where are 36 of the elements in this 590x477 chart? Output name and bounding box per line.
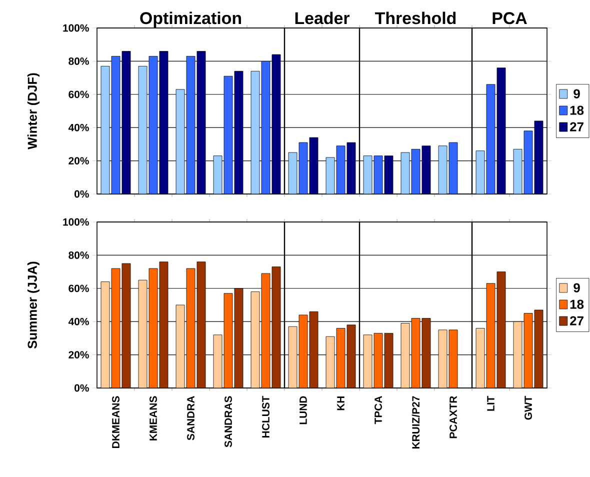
x-tick-label: TPCA	[374, 396, 382, 424]
legend-label: 18	[570, 106, 584, 115]
y-axis-title: Winter (DJF)	[27, 73, 40, 150]
legend-label: 27	[570, 316, 584, 326]
y-tick-label: 0%	[74, 384, 89, 392]
y-tick-label: 80%	[68, 57, 89, 65]
text: Threshold	[375, 12, 456, 24]
x-tick-label: KRUIZ/P27	[412, 396, 420, 449]
text: Optimization	[140, 12, 241, 28]
y-axis-title: Summer (JJA)	[27, 262, 40, 349]
x-tick-label: DKMEANS	[112, 396, 120, 448]
x-tick-label: PCAXTR	[450, 396, 457, 438]
x-tick-label: GWT	[524, 396, 532, 420]
y-tick-label: 40%	[68, 124, 89, 132]
legend-label: 9	[574, 283, 580, 292]
y-tick-label: 80%	[68, 251, 89, 259]
y-tick-label: 0%	[74, 190, 89, 198]
x-tick-label: LUND	[300, 396, 307, 424]
legend-label: 9	[574, 89, 580, 98]
y-tick-label: 60%	[68, 90, 89, 98]
legend-label: 27	[570, 122, 584, 132]
x-tick-label: SANDRAS	[224, 396, 232, 448]
y-tick-label: 20%	[68, 157, 89, 164]
x-tick-label: SANDRA	[187, 396, 194, 440]
y-tick-label: 100%	[63, 24, 89, 32]
y-tick-label: 20%	[68, 351, 89, 358]
x-tick-label: KMEANS	[150, 396, 157, 440]
x-tick-label: KH	[337, 396, 344, 410]
text: Leader	[295, 12, 350, 24]
legend-label: 18	[570, 300, 584, 309]
y-tick-label: 40%	[68, 318, 89, 326]
y-tick-label: 100%	[63, 218, 89, 226]
y-tick-label: 60%	[68, 284, 89, 292]
x-tick-label: LIT	[487, 396, 494, 411]
x-tick-label: HCLUST	[262, 396, 270, 438]
text: PCA	[492, 12, 527, 24]
